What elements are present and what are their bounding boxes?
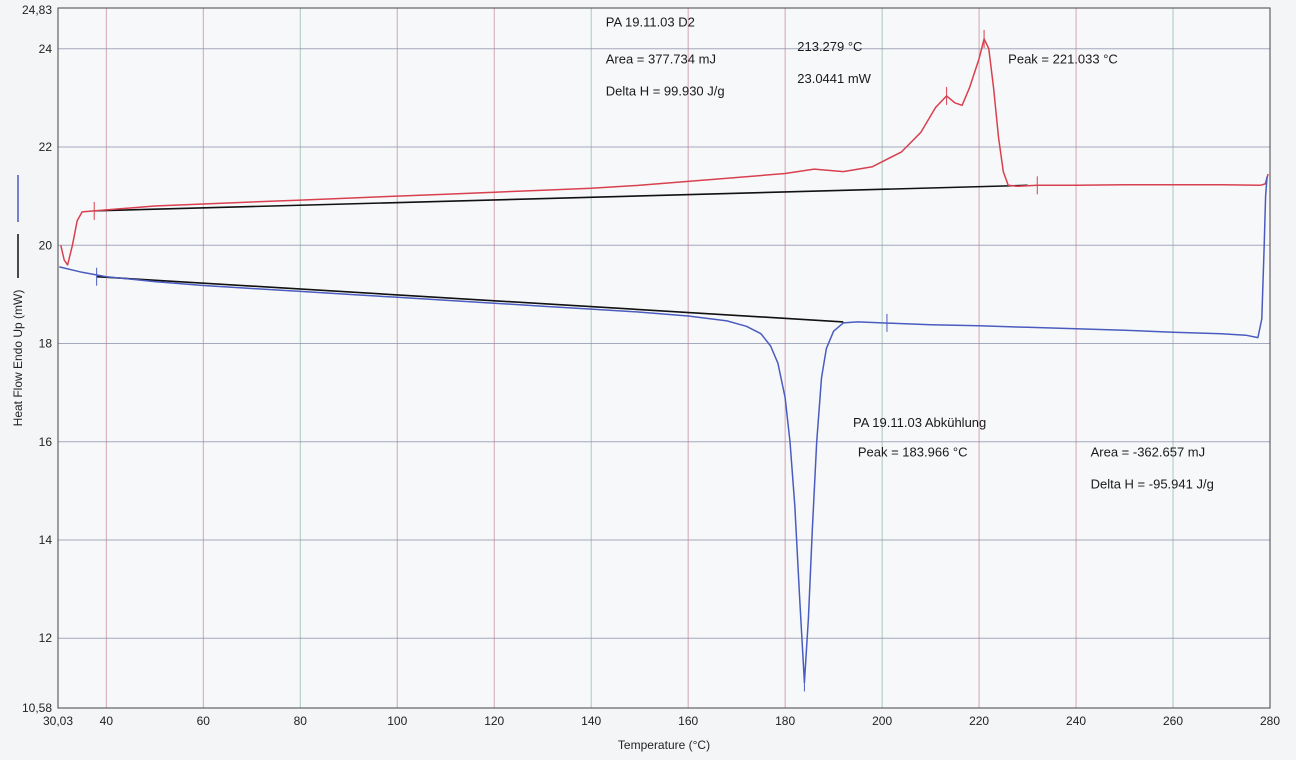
y-tick-label: 14 <box>39 533 53 547</box>
annotation-heating-name: PA 19.11.03 D2 <box>606 15 695 30</box>
x-tick-label: 280 <box>1260 714 1280 728</box>
x-tick-label: 160 <box>678 714 698 728</box>
x-tick-label: 180 <box>775 714 795 728</box>
annotation-heating-area: Area = 377.734 mJ <box>606 52 716 67</box>
integration-baseline <box>96 275 844 323</box>
x-tick-label: 140 <box>581 714 601 728</box>
x-tick-label: 30,03 <box>43 714 73 728</box>
y-tick-label: 12 <box>39 631 53 645</box>
x-tick-label: 200 <box>872 714 892 728</box>
annotation-cooling-delta: Delta H = -95.941 J/g <box>1091 476 1214 491</box>
x-tick-label: 120 <box>484 714 504 728</box>
baselines <box>94 184 1028 323</box>
grid <box>58 8 1270 708</box>
x-tick-label: 80 <box>294 714 308 728</box>
x-tick-label: 40 <box>100 714 114 728</box>
y-tick-label: 18 <box>39 337 53 351</box>
annotation-cooling-area: Area = -362.657 mJ <box>1091 444 1206 459</box>
x-tick-label: 240 <box>1066 714 1086 728</box>
y-tick-label: 24 <box>39 42 53 56</box>
annotation-heating-peak: Peak = 221.033 °C <box>1008 52 1118 67</box>
annotation-cooling-peak: Peak = 183.966 °C <box>858 444 968 459</box>
x-tick-label: 220 <box>969 714 989 728</box>
markers <box>93 29 1038 692</box>
y-axis-title: Heat Flow Endo Up (mW) <box>11 290 25 427</box>
annotation-shoulder-mw: 23.0441 mW <box>797 71 871 86</box>
annotation-heating-delta: Delta H = 99.930 J/g <box>606 83 725 98</box>
series <box>59 38 1269 684</box>
series-line <box>59 176 1268 684</box>
y-tick-label: 16 <box>39 435 53 449</box>
plot-background <box>58 8 1270 708</box>
y-tick-label: 24,83 <box>22 3 52 17</box>
x-tick-label: 100 <box>387 714 407 728</box>
ticks: 30,03 40 60 80 100 120 140 160 180 200 220 240 260 28… <box>22 3 1280 728</box>
x-tick-label: 60 <box>197 714 211 728</box>
series-line <box>60 38 1269 266</box>
annotation-cooling-name: PA 19.11.03 Abkühlung <box>853 415 986 430</box>
y-tick-label: 20 <box>39 238 53 252</box>
plot-frame <box>57 7 1271 709</box>
integration-baseline <box>94 184 1028 212</box>
annotation-shoulder-temp: 213.279 °C <box>797 39 862 54</box>
y-tick-label: 10,58 <box>22 701 52 715</box>
y-tick-label: 22 <box>39 140 53 154</box>
annotations: PA 19.11.03 D2 Area = 377.734 mJ Delta H =… <box>606 15 1214 492</box>
x-axis-title: Temperature (°C) <box>618 738 710 752</box>
x-tick-label: 260 <box>1163 714 1183 728</box>
